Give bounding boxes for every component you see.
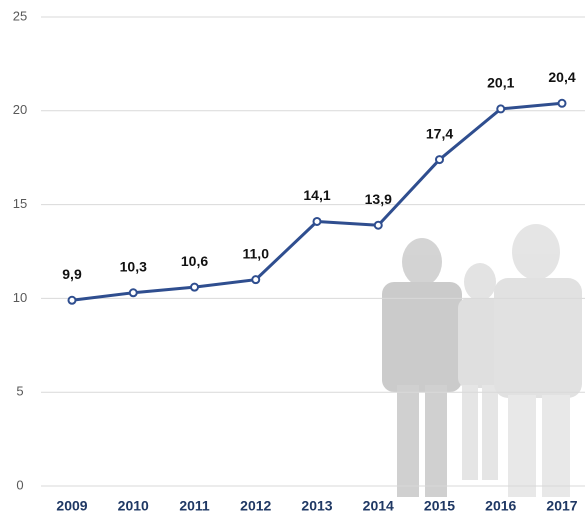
point <box>251 275 261 285</box>
y-tick-label: 10 <box>13 290 27 305</box>
value-label: 20,4 <box>548 69 575 85</box>
value-label: 14,1 <box>303 187 330 203</box>
value-label: 9,9 <box>62 266 82 282</box>
point <box>190 282 199 292</box>
y-tick-label: 15 <box>13 196 27 211</box>
point <box>128 288 138 298</box>
value-label: 11,0 <box>243 245 270 261</box>
value-label: 10,3 <box>120 258 147 274</box>
y-tick-label: 0 <box>16 477 23 492</box>
point <box>496 104 506 114</box>
x-tick-label: 2012 <box>240 498 271 514</box>
value-label: 10,6 <box>181 253 208 269</box>
x-tick-label: 2011 <box>179 498 210 514</box>
x-tick-label: 2009 <box>56 498 87 514</box>
point <box>373 220 383 230</box>
value-label: 20,1 <box>487 75 514 91</box>
x-tick-label: 2010 <box>118 498 149 514</box>
point <box>435 155 444 165</box>
point <box>67 295 77 305</box>
x-tick-label: 2016 <box>485 498 516 514</box>
value-label: 13,9 <box>365 191 392 207</box>
x-tick-label: 2014 <box>363 498 394 514</box>
x-tick-label: 2013 <box>301 498 332 514</box>
y-tick-label: 5 <box>16 384 23 399</box>
y-tick-label: 20 <box>13 102 27 117</box>
y-tick-label: 25 <box>13 8 27 23</box>
value-label: 17,4 <box>426 125 453 141</box>
x-tick-label: 2017 <box>546 498 577 514</box>
point <box>312 216 322 226</box>
point <box>557 98 567 108</box>
people-illustration <box>382 224 582 497</box>
x-tick-label: 2015 <box>424 498 455 514</box>
